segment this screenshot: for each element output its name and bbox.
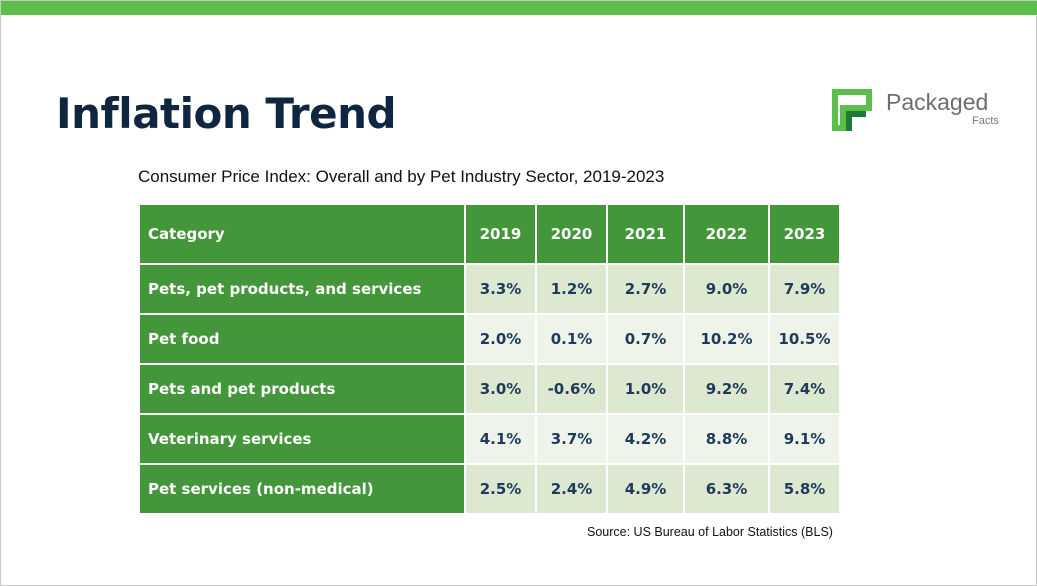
- table-row: Pet food 2.0% 0.1% 0.7% 10.2% 10.5%: [138, 313, 841, 365]
- source-note: Source: US Bureau of Labor Statistics (B…: [587, 525, 833, 539]
- row-value: 1.2%: [535, 263, 608, 315]
- table-row: Pets, pet products, and services 3.3% 1.2%…: [138, 263, 841, 315]
- top-accent-bar: [1, 1, 1037, 15]
- row-value: 3.7%: [535, 413, 608, 465]
- row-value: 1.0%: [606, 363, 685, 415]
- table-row: Pet services (non-medical) 2.5% 2.4% 4.9% 6.…: [138, 463, 841, 515]
- row-value: 0.7%: [606, 313, 685, 365]
- row-value: 4.9%: [606, 463, 685, 515]
- header-year: 2021: [606, 203, 685, 265]
- table-row: Pets and pet products 3.0% -0.6% 1.0% 9.2% 7.…: [138, 363, 841, 415]
- row-category: Veterinary services: [138, 413, 466, 465]
- header-year: 2023: [768, 203, 841, 265]
- row-category: Pet food: [138, 313, 466, 365]
- header-year: 2020: [535, 203, 608, 265]
- logo-mark-icon: [832, 89, 872, 131]
- row-value: 2.5%: [464, 463, 537, 515]
- table-subtitle: Consumer Price Index: Overall and by Pet…: [138, 167, 665, 186]
- row-value: -0.6%: [535, 363, 608, 415]
- row-value: 7.4%: [768, 363, 841, 415]
- row-value: 7.9%: [768, 263, 841, 315]
- row-value: 2.0%: [464, 313, 537, 365]
- row-value: 2.4%: [535, 463, 608, 515]
- row-value: 6.3%: [683, 463, 770, 515]
- row-value: 9.1%: [768, 413, 841, 465]
- row-category: Pets and pet products: [138, 363, 466, 415]
- header-category: Category: [138, 203, 466, 265]
- row-value: 9.0%: [683, 263, 770, 315]
- packaged-facts-logo: Packaged Facts: [832, 89, 1012, 133]
- row-category: Pets, pet products, and services: [138, 263, 466, 315]
- row-value: 8.8%: [683, 413, 770, 465]
- row-value: 10.5%: [768, 313, 841, 365]
- row-value: 4.1%: [464, 413, 537, 465]
- row-value: 0.1%: [535, 313, 608, 365]
- header-year: 2019: [464, 203, 537, 265]
- page-title: Inflation Trend: [56, 89, 397, 138]
- table-header-row: Category 2019 2020 2021 2022 2023: [138, 203, 841, 265]
- row-category: Pet services (non-medical): [138, 463, 466, 515]
- row-value: 4.2%: [606, 413, 685, 465]
- row-value: 3.0%: [464, 363, 537, 415]
- table-row: Veterinary services 4.1% 3.7% 4.2% 8.8% 9.1%: [138, 413, 841, 465]
- logo-sub: Facts: [972, 115, 999, 127]
- row-value: 10.2%: [683, 313, 770, 365]
- header-year: 2022: [683, 203, 770, 265]
- cpi-table: Category 2019 2020 2021 2022 2023 Pets, pet p…: [138, 203, 841, 515]
- row-value: 2.7%: [606, 263, 685, 315]
- row-value: 9.2%: [683, 363, 770, 415]
- logo-word: Packaged: [886, 89, 989, 115]
- row-value: 5.8%: [768, 463, 841, 515]
- row-value: 3.3%: [464, 263, 537, 315]
